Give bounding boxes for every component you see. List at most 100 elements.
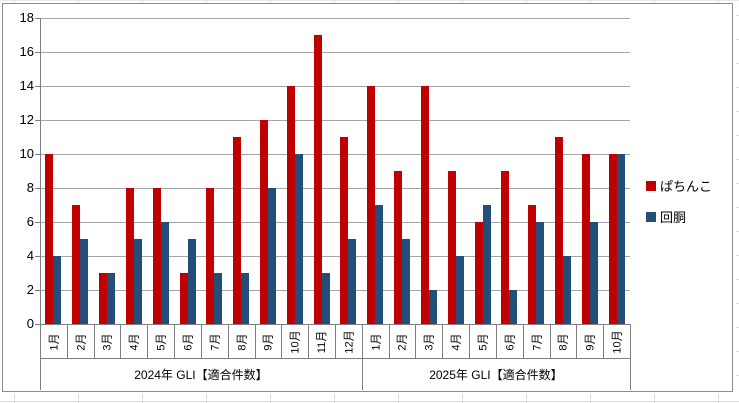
bar-kaido[interactable] bbox=[160, 222, 169, 324]
month-cell: 12月 bbox=[335, 325, 362, 358]
bar-pachinko[interactable] bbox=[528, 205, 537, 324]
bar-kaido[interactable] bbox=[562, 256, 571, 324]
month-cell: 4月 bbox=[120, 325, 147, 358]
bar-kaido[interactable] bbox=[214, 273, 223, 324]
worksheet-gridline bbox=[736, 111, 739, 112]
bar-pachinko[interactable] bbox=[367, 86, 376, 324]
legend-item-kaido[interactable]: 回胴 bbox=[646, 207, 712, 226]
worksheet-gridline bbox=[654, 0, 655, 3]
bar-kaido[interactable] bbox=[267, 188, 276, 324]
bar-pachinko[interactable] bbox=[286, 86, 295, 324]
bar-kaido[interactable] bbox=[294, 154, 303, 324]
worksheet-gridline bbox=[526, 394, 527, 403]
month-cell: 3月 bbox=[415, 325, 442, 358]
month-cell: 5月 bbox=[469, 325, 496, 358]
bar-kaido[interactable] bbox=[616, 154, 625, 324]
category-separator bbox=[227, 324, 229, 358]
bar-pachinko[interactable] bbox=[206, 188, 215, 324]
bar-pachinko[interactable] bbox=[179, 273, 188, 324]
y-gridline bbox=[40, 154, 630, 155]
bar-pachinko[interactable] bbox=[233, 137, 242, 324]
bar-kaido[interactable] bbox=[187, 239, 196, 324]
worksheet-gridline bbox=[736, 39, 739, 40]
bar-pachinko[interactable] bbox=[394, 171, 403, 324]
month-cell: 10月 bbox=[281, 325, 308, 358]
bar-pachinko[interactable] bbox=[99, 273, 108, 324]
worksheet-gridline bbox=[736, 303, 739, 304]
bar-pachinko[interactable] bbox=[340, 137, 349, 324]
bar-pachinko[interactable] bbox=[313, 35, 322, 324]
worksheet-gridline bbox=[736, 183, 739, 184]
bar-pachinko[interactable] bbox=[152, 188, 161, 324]
category-separator bbox=[120, 324, 122, 358]
y-axis-tick bbox=[35, 52, 40, 53]
category-separator bbox=[66, 324, 68, 358]
y-axis-tick-label: 8 bbox=[26, 180, 34, 195]
month-label: 12月 bbox=[343, 329, 356, 354]
month-cell: 5月 bbox=[147, 325, 174, 358]
bar-kaido[interactable] bbox=[402, 239, 411, 324]
worksheet-gridline bbox=[718, 0, 719, 3]
month-label: 9月 bbox=[262, 332, 275, 351]
legend: ぱちんこ 回胴 bbox=[646, 176, 712, 226]
worksheet-gridline bbox=[736, 231, 739, 232]
y-axis-tick bbox=[35, 256, 40, 257]
bar-pachinko[interactable] bbox=[474, 222, 483, 324]
worksheet-gridline bbox=[462, 394, 463, 403]
bar-pachinko[interactable] bbox=[259, 120, 268, 324]
worksheet-gridline bbox=[526, 0, 527, 3]
bar-kaido[interactable] bbox=[321, 273, 330, 324]
worksheet-gridline bbox=[398, 394, 399, 403]
category-separator bbox=[495, 324, 497, 358]
y-gridline bbox=[40, 256, 630, 257]
bar-pachinko[interactable] bbox=[554, 137, 563, 324]
bar-pachinko[interactable] bbox=[125, 188, 134, 324]
worksheet-gridline bbox=[78, 0, 79, 3]
month-cell: 4月 bbox=[442, 325, 469, 358]
bar-kaido[interactable] bbox=[455, 256, 464, 324]
bar-pachinko[interactable] bbox=[501, 171, 510, 324]
bar-pachinko[interactable] bbox=[608, 154, 617, 324]
bar-kaido[interactable] bbox=[107, 273, 116, 324]
bar-kaido[interactable] bbox=[133, 239, 142, 324]
worksheet-gridline bbox=[14, 0, 15, 3]
month-label: 4月 bbox=[450, 332, 463, 351]
y-axis-tick-label: 2 bbox=[26, 282, 34, 297]
bar-kaido[interactable] bbox=[53, 256, 62, 324]
legend-swatch-kaido-icon bbox=[646, 211, 656, 222]
bar-pachinko[interactable] bbox=[581, 154, 590, 324]
bar-kaido[interactable] bbox=[536, 222, 545, 324]
month-label: 8月 bbox=[236, 332, 249, 351]
bar-kaido[interactable] bbox=[80, 239, 89, 324]
bar-kaido[interactable] bbox=[241, 273, 250, 324]
worksheet-gridline bbox=[78, 394, 79, 403]
bar-kaido[interactable] bbox=[482, 205, 491, 324]
bar-pachinko[interactable] bbox=[72, 205, 81, 324]
legend-item-pachinko[interactable]: ぱちんこ bbox=[646, 176, 712, 195]
month-cell: 3月 bbox=[94, 325, 121, 358]
bar-kaido[interactable] bbox=[509, 290, 518, 324]
bar-pachinko[interactable] bbox=[45, 154, 54, 324]
bar-pachinko[interactable] bbox=[447, 171, 456, 324]
month-cell: 7月 bbox=[201, 325, 228, 358]
bar-kaido[interactable] bbox=[375, 205, 384, 324]
worksheet-gridline bbox=[590, 0, 591, 3]
month-label: 10月 bbox=[289, 329, 302, 354]
y-axis-tick-label: 18 bbox=[19, 10, 34, 25]
y-axis-tick bbox=[35, 188, 40, 189]
category-separator bbox=[549, 324, 551, 358]
bar-kaido[interactable] bbox=[348, 239, 357, 324]
category-separator bbox=[93, 324, 95, 358]
bar-kaido[interactable] bbox=[589, 222, 598, 324]
year-group-label-2024: 2024年 GLI【適合件数】 bbox=[134, 367, 268, 382]
month-label: 1月 bbox=[48, 332, 61, 351]
category-separator bbox=[603, 324, 605, 358]
y-axis-line bbox=[40, 18, 41, 324]
month-label: 10月 bbox=[611, 329, 624, 354]
category-group-separator bbox=[361, 324, 363, 390]
bar-kaido[interactable] bbox=[428, 290, 437, 324]
worksheet-gridline bbox=[736, 255, 739, 256]
bar-pachinko[interactable] bbox=[420, 86, 429, 324]
month-cell: 2月 bbox=[389, 325, 416, 358]
